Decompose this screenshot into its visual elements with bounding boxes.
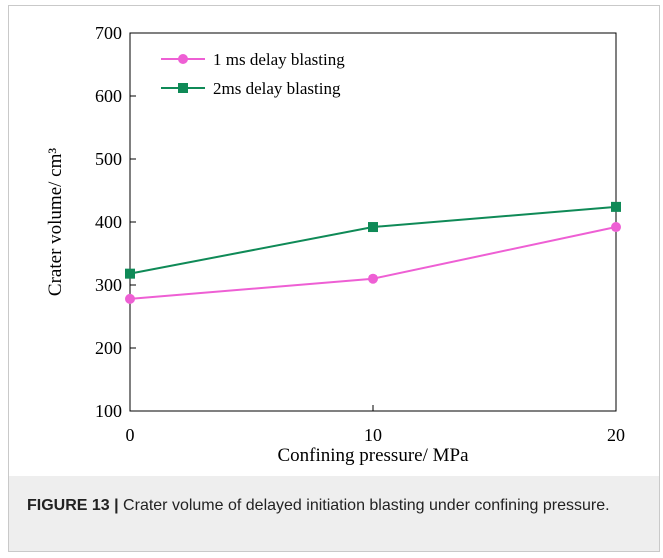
legend: 1 ms delay blasting 2ms delay blasting (161, 50, 345, 98)
legend-marker (178, 83, 188, 93)
y-axis: 100 200 300 400 500 600 700 (95, 23, 136, 421)
y-tick-label: 300 (95, 275, 122, 295)
data-point-series-2 (611, 201, 621, 212)
y-axis-title: Crater volume/ cm³ (45, 148, 66, 296)
x-tick-label: 0 (126, 425, 135, 445)
data-point-series-1 (125, 293, 135, 304)
caption-label: FIGURE 13 | (27, 497, 119, 514)
caption-box: FIGURE 13 | Crater volume of delayed ini… (9, 476, 659, 551)
series-line-2 (129, 205, 617, 275)
plot-frame (129, 32, 617, 412)
chart: 100 200 300 400 500 600 700 0 10 20 1 ms delay b… (45, 23, 625, 466)
y-tick-label: 500 (95, 149, 122, 169)
legend-label: 2ms delay blasting (213, 79, 341, 98)
y-tick-label: 200 (95, 338, 122, 358)
series-layer (125, 201, 621, 304)
y-tick-label: 600 (95, 86, 122, 106)
x-axis: 0 10 20 (126, 405, 625, 445)
x-axis-title: Confining pressure/ MPa (277, 445, 469, 466)
x-tick-label: 20 (607, 425, 625, 445)
legend-label: 1 ms delay blasting (213, 50, 345, 69)
figure-caption: FIGURE 13 | Crater volume of delayed ini… (27, 494, 642, 518)
x-tick-label: 10 (364, 425, 382, 445)
y-tick-label: 700 (95, 23, 122, 43)
data-point-series-1 (368, 273, 378, 284)
y-tick-label: 100 (95, 401, 122, 421)
data-point-series-2 (125, 268, 135, 279)
figure: 100 200 300 400 500 600 700 0 10 20 1 ms delay b… (8, 5, 660, 552)
y-tick-label: 400 (95, 212, 122, 232)
caption-text: Crater volume of delayed initiation blas… (118, 497, 610, 514)
data-point-series-1 (611, 222, 621, 233)
data-point-series-2 (368, 222, 378, 233)
legend-marker (178, 54, 188, 64)
series-line-1 (129, 226, 617, 300)
